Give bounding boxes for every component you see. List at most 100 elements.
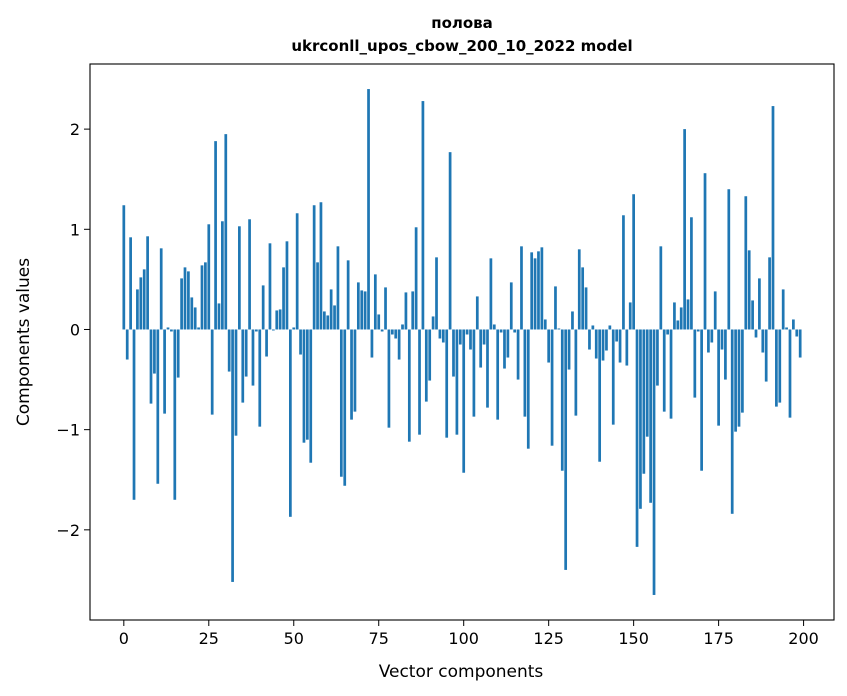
bar (577, 249, 581, 330)
bar (622, 215, 625, 330)
bar (180, 278, 183, 330)
bar (703, 173, 707, 330)
bar (285, 241, 289, 330)
chart-subtitle: ukrconll_upos_cbow_200_10_2022 model (291, 37, 632, 55)
bar (136, 289, 139, 330)
bar (499, 329, 503, 333)
bar (299, 329, 302, 355)
bar (390, 329, 394, 335)
bar (441, 329, 445, 343)
bar (785, 327, 788, 330)
bar (492, 324, 496, 330)
bar (428, 329, 432, 381)
x-tick-label: 100 (448, 629, 479, 648)
bar (775, 329, 778, 407)
bar (574, 329, 578, 416)
bars-group (122, 89, 802, 595)
bar (632, 194, 635, 330)
bar (129, 237, 132, 330)
bar (305, 329, 309, 440)
bar (717, 329, 720, 426)
bar (132, 329, 136, 500)
bar (146, 236, 149, 330)
bar (197, 327, 200, 330)
bar (690, 217, 693, 330)
x-tick-label: 150 (618, 629, 649, 648)
bar (166, 327, 170, 330)
bar (448, 152, 452, 330)
bar (696, 329, 700, 332)
x-tick-label: 50 (284, 629, 304, 648)
x-axis: 0 25 50 75 100 125 150 175 200 (119, 620, 819, 648)
bar (176, 329, 180, 378)
bar (764, 329, 768, 382)
bar (370, 329, 374, 358)
bar (588, 329, 591, 350)
bar (523, 329, 527, 417)
bar (720, 329, 724, 350)
bar (758, 278, 761, 330)
bar (666, 329, 669, 335)
bar (170, 329, 173, 332)
bar (520, 246, 523, 330)
bar (193, 307, 197, 330)
bar (122, 205, 126, 330)
chart-title: полова (431, 14, 493, 32)
bar (367, 89, 370, 330)
bar (693, 329, 697, 398)
bar (594, 329, 598, 359)
bar (312, 205, 316, 330)
bar (350, 329, 353, 420)
bar (431, 316, 435, 330)
bar (153, 329, 156, 374)
bar (608, 325, 612, 330)
bar (142, 269, 146, 330)
bar (387, 329, 391, 428)
bar (173, 329, 177, 500)
bar (530, 252, 534, 330)
bar (421, 101, 425, 330)
bar (669, 329, 673, 419)
bar (533, 258, 537, 330)
bar (268, 243, 272, 330)
bar (734, 329, 737, 432)
bar (489, 258, 493, 330)
bar (445, 329, 449, 438)
bar (462, 329, 466, 473)
bar (238, 226, 241, 330)
bar (503, 329, 506, 369)
bar (581, 267, 585, 330)
bar (221, 221, 224, 330)
bar (278, 309, 282, 330)
bar (645, 329, 649, 437)
bar (615, 329, 619, 342)
bar (710, 329, 714, 343)
bar (224, 134, 228, 330)
bar (309, 329, 313, 463)
bar (652, 329, 656, 595)
bar (724, 329, 727, 380)
bar (642, 329, 646, 474)
bar (404, 292, 408, 330)
bar (605, 329, 608, 351)
bar (482, 329, 486, 345)
bar (628, 302, 632, 330)
x-tick-label: 175 (703, 629, 734, 648)
bar (550, 329, 554, 446)
bar (560, 329, 564, 471)
bar (557, 328, 561, 330)
bar (662, 329, 666, 412)
bar (187, 271, 190, 330)
bar (455, 329, 459, 435)
bar (346, 260, 350, 330)
bar (251, 329, 255, 386)
bar (401, 324, 404, 330)
bar (241, 329, 245, 403)
bar (329, 289, 333, 330)
bar (465, 329, 469, 335)
bar (679, 307, 683, 330)
bar (513, 329, 517, 333)
bar (792, 319, 795, 330)
bar (363, 291, 367, 330)
bar (289, 329, 292, 517)
